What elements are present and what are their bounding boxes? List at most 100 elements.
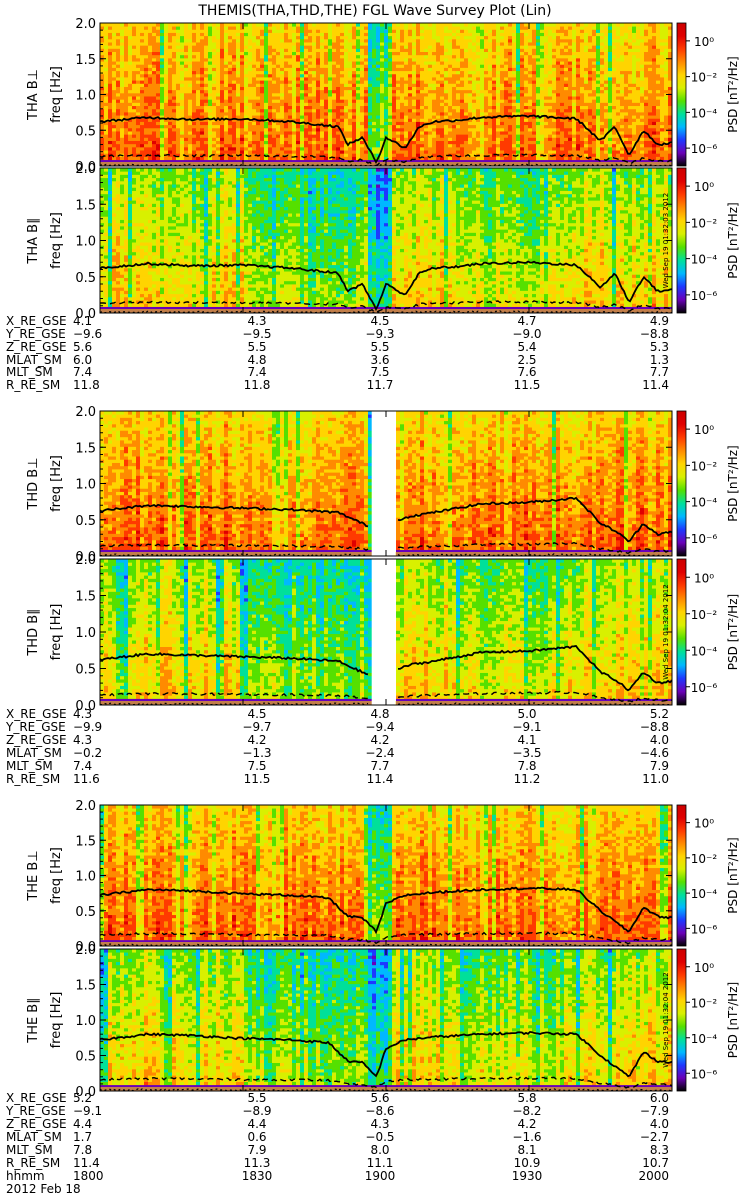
ephemeris-label: Z_RE_GSE [6,340,67,354]
ephemeris-label: MLT_SM [6,759,53,773]
ephemeris-value: −0.2 [73,746,102,760]
ephemeris-label: R_RE_SM [6,772,60,786]
ephemeris-label: X_RE_GSE [6,314,67,328]
half-fce-line [99,541,673,555]
y-tick-label: 0.0 [75,940,96,955]
y-tick-label: 0.5 [75,663,96,678]
y-tick-label: 2.0 [75,799,96,814]
panel-label: THA B∥ [26,217,41,264]
colorbar-label: PSD [nT²/Hz] [726,837,740,913]
ephemeris-value: 4.2 [247,733,266,747]
ephemeris-value: 4.4 [73,1117,92,1131]
ephemeris-value: −8.6 [365,1104,394,1118]
colorbar-tick-label: 10⁻² [691,996,718,1010]
colorbar-tick-label: 10⁰ [694,180,714,194]
ephemeris-value: 7.7 [370,759,389,773]
ephemeris-value: −0.5 [365,1130,394,1144]
y-tick-label: 1.5 [75,834,96,849]
ephemeris-value: 3.6 [370,353,389,367]
timestamp: Wed Sep 19 01:32:04 2012 [662,584,670,680]
ephemeris-value: 11.4 [642,378,669,392]
panel-label: THD B∥ [26,608,41,656]
ephemeris-value: 4.5 [370,314,389,328]
y-tick-label: 2.0 [75,553,96,568]
colorbar-label: PSD [nT²/Hz] [726,594,740,670]
y-tick-label: 2.0 [75,17,96,32]
ephemeris-value: 7.4 [247,365,266,379]
spectrogram-the-perp [100,805,672,947]
ephemeris-value: 4.1 [73,314,92,328]
y-tick-label: 0.0 [75,1085,96,1100]
ephemeris-value: 7.4 [73,759,92,773]
ephemeris-value: 1930 [512,1169,543,1183]
colorbar-label: PSD [nT²/Hz] [726,982,740,1058]
y-tick-label: 0.5 [75,514,96,529]
ephemeris-value: 4.3 [73,733,92,747]
colorbar-tick-label: 10⁰ [694,961,714,975]
ephemeris-value: 4.3 [73,707,92,721]
ephemeris-value: 11.0 [642,772,669,786]
ylabel: freq [Hz] [49,455,64,512]
ephemeris-value: 5.0 [517,707,536,721]
ephemeris-value: −3.5 [512,746,541,760]
y-tick-label: 1.0 [75,626,96,641]
ylabel: freq [Hz] [49,847,64,904]
y-tick-label: 0.5 [75,124,96,139]
ephemeris-label: MLAT_SM [6,1130,62,1144]
ephemeris-value: 7.9 [650,759,669,773]
ephemeris-value: 11.5 [514,378,541,392]
ephemeris-label: hhmm [6,1169,45,1183]
ephemeris-value: 4.8 [370,707,389,721]
colorbar-tick-label: 10⁻⁴ [691,253,718,267]
timestamp: Wed Sep 19 01:32:03 2012 [662,193,670,289]
ephemeris-value: −8.8 [640,720,669,734]
colorbar [676,948,687,1092]
ephemeris-value: 8.3 [650,1143,669,1157]
y-tick-label: 1.5 [75,441,96,456]
y-tick-label: 0.5 [75,271,96,286]
fce-line [99,886,673,935]
ephemeris-value: 8.1 [517,1143,536,1157]
ephemeris-value: 10.9 [514,1156,541,1170]
panel-label: THE B⊥ [26,850,41,901]
colorbar-tick-label: 10⁻⁶ [691,289,718,303]
colorbar-tick-label: 10⁰ [694,423,714,437]
ephemeris-value: 5.2 [73,1091,92,1105]
y-tick-label: 0.5 [75,905,96,920]
ephemeris-value: 5.6 [73,340,92,354]
ylabel: freq [Hz] [49,992,64,1049]
y-tick-label: 1.0 [75,89,96,104]
y-tick-label: 1.0 [75,1014,96,1029]
ylabel: freq [Hz] [49,66,64,123]
ephemeris-value: −2.7 [640,1130,669,1144]
fce-line [99,496,673,543]
ephemeris-value: 11.4 [73,1156,100,1170]
ephemeris-value: −8.8 [640,327,669,341]
ephemeris-value: 1830 [242,1169,273,1183]
fce-line [99,114,673,165]
y-tick-label: 1.0 [75,235,96,250]
ephemeris-value: 7.8 [517,759,536,773]
colorbar-tick-label: 10⁻² [691,608,718,622]
y-tick-label: 1.0 [75,478,96,493]
ephemeris-value: 5.4 [517,340,536,354]
colorbar [676,558,687,706]
ephemeris-value: 4.2 [517,1117,536,1131]
y-tick-label: 1.5 [75,590,96,605]
ephemeris-label: MLT_SM [6,365,53,379]
ephemeris-value: 5.5 [247,340,266,354]
ephemeris-value: 11.3 [244,1156,271,1170]
fci-line [100,553,673,557]
y-tick-label: 2.0 [75,405,96,420]
ephemeris-label: X_RE_GSE [6,707,67,721]
ephemeris-label: Z_RE_GSE [6,1117,67,1131]
colorbar [676,22,687,167]
y-tick-label: 1.5 [75,53,96,68]
colorbar-tick-label: 10⁻⁶ [691,922,718,936]
ephemeris-value: 0.6 [247,1130,266,1144]
colorbar-tick-label: 10⁻⁶ [691,1067,718,1081]
ephemeris-value: 7.9 [247,1143,266,1157]
colorbar-tick-label: 10⁰ [694,35,714,49]
colorbar [676,804,687,947]
